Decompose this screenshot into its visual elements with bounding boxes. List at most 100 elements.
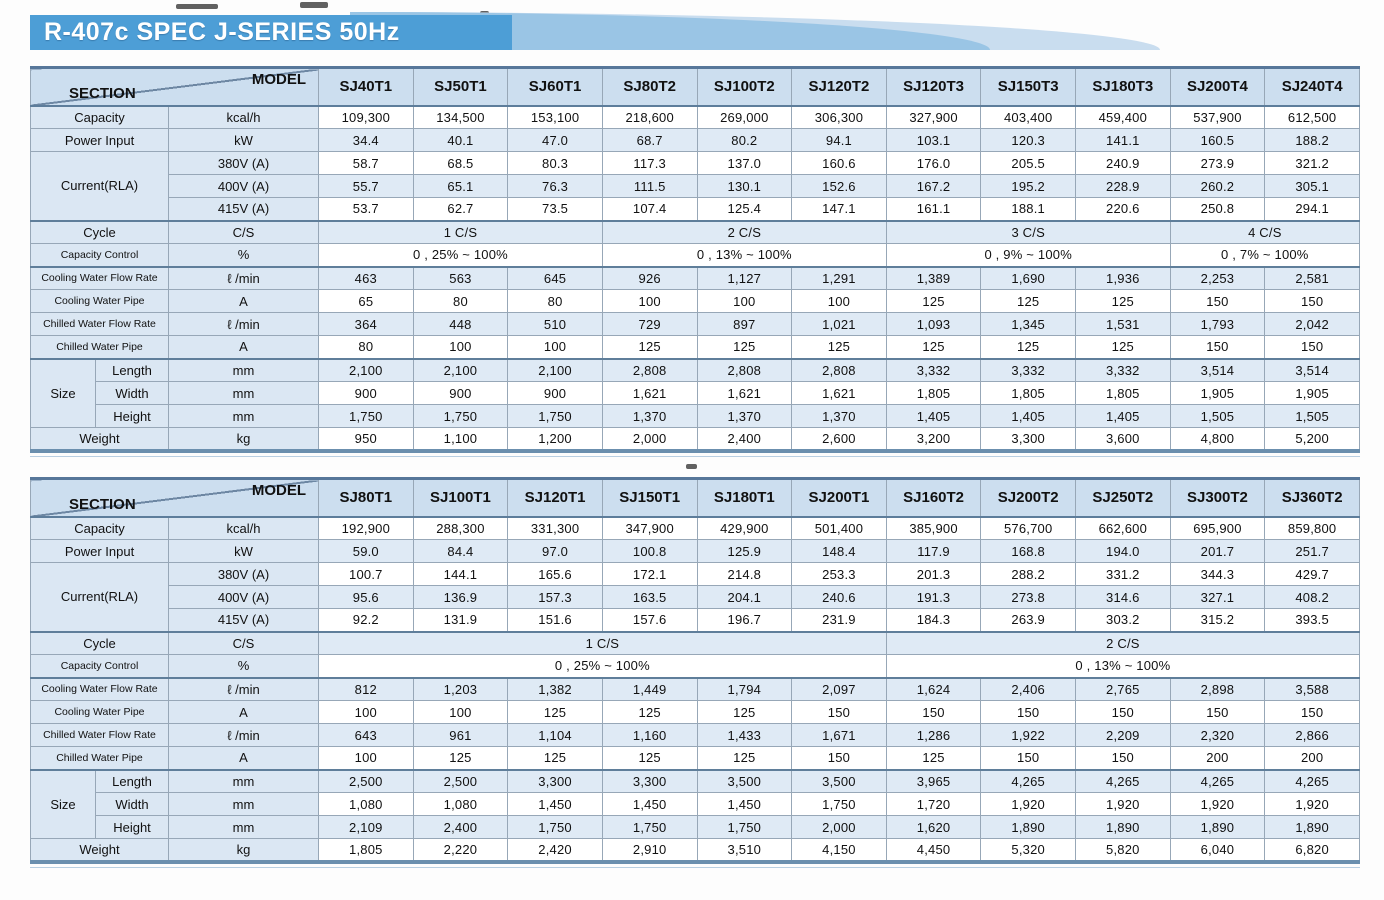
data-cell: 950	[318, 427, 414, 451]
data-cell: 1,080	[318, 792, 414, 816]
data-cell: 2,500	[318, 768, 414, 793]
data-cell: 1,750	[791, 792, 887, 816]
data-cell: 263.9	[980, 608, 1077, 632]
data-cell: 3,300	[601, 768, 698, 793]
model-header: SJ240T4	[1264, 67, 1360, 107]
unit-cell: A	[167, 746, 320, 770]
data-cell: 1,890	[1169, 815, 1266, 839]
data-cell: 1,370	[696, 404, 793, 428]
row-label: Cycle	[30, 630, 169, 655]
data-cell: 150	[791, 746, 887, 770]
data-cell: 196.7	[696, 608, 793, 632]
data-cell: 194.0	[1075, 539, 1171, 563]
data-cell: 200	[1169, 746, 1266, 770]
data-cell: 1,450	[696, 792, 793, 816]
data-cell: 1,621	[696, 381, 793, 405]
table-header-row: SECTION MODEL SJ80T1 SJ100T1 SJ120T1 SJ150T1 S…	[29, 478, 1360, 518]
data-cell: 34.4	[318, 128, 414, 152]
data-cell: 1,450	[507, 792, 603, 816]
model-header: SJ250T2	[1075, 478, 1171, 518]
data-cell: 612,500	[1264, 105, 1360, 129]
data-cell: 1,405	[885, 404, 982, 428]
data-cell: 288.2	[980, 562, 1077, 586]
data-cell: 107.4	[601, 197, 698, 221]
unit-cell: 380V (A)	[167, 562, 320, 586]
data-cell: 4,150	[791, 838, 887, 862]
data-cell: 157.3	[507, 585, 603, 609]
data-cell: 131.9	[412, 608, 509, 632]
data-cell: 4,265	[980, 768, 1077, 793]
data-cell: 1,382	[507, 676, 603, 701]
data-cell: 1,505	[1169, 404, 1266, 428]
data-cell: 303.2	[1075, 608, 1171, 632]
model-header: SJ50T1	[412, 67, 509, 107]
data-cell: 1,104	[507, 723, 603, 747]
data-cell: 537,900	[1169, 105, 1266, 129]
data-cell: 1,291	[791, 265, 887, 290]
data-cell: 100	[412, 700, 509, 724]
table-row: Cycle C/S 1 C/S 2 C/S 3 C/S 4 C/S	[30, 219, 1361, 244]
data-cell: 3,965	[885, 768, 982, 793]
data-cell: 1,286	[885, 723, 982, 747]
row-label: Cooling Water Pipe	[30, 700, 169, 724]
row-label: Chilled Water Pipe	[30, 746, 169, 770]
model-header: SJ80T2	[601, 67, 698, 107]
data-cell: 176.0	[885, 151, 982, 175]
data-cell: 2,253	[1169, 265, 1266, 290]
model-header: SJ100T2	[696, 67, 793, 107]
data-cell: 463	[318, 265, 414, 290]
data-cell: 2,500	[412, 768, 509, 793]
data-cell: 1,620	[885, 815, 982, 839]
data-cell: 900	[507, 381, 603, 405]
data-cell: 148.4	[791, 539, 887, 563]
scan-artifact	[686, 464, 697, 469]
data-cell: 1,449	[601, 676, 698, 701]
data-cell: 2,100	[412, 357, 509, 382]
data-cell: 4,450	[885, 838, 982, 862]
data-cell: 240.6	[791, 585, 887, 609]
data-cell: 251.7	[1264, 539, 1360, 563]
data-cell: 253.3	[791, 562, 887, 586]
unit-cell: 400V (A)	[167, 174, 320, 198]
data-cell: 5,820	[1075, 838, 1171, 862]
data-cell: 2,600	[791, 427, 887, 451]
table-row: Weight kg 950 1,100 1,200 2,000 2,400 2,600 3,20…	[30, 427, 1360, 451]
data-cell: 125	[601, 335, 698, 359]
data-cell: 1,905	[1169, 381, 1266, 405]
data-cell: 2,000	[601, 427, 698, 451]
data-cell: 58.7	[318, 151, 414, 175]
table-row: Weight kg 1,805 2,220 2,420 2,910 3,510 4,150 4,…	[30, 838, 1360, 862]
table-row: Size Length mm 2,100 2,100 2,100 2,808 2,808 2,8…	[30, 357, 1360, 428]
sub-row-label: Height	[95, 404, 169, 428]
data-cell: 900	[318, 381, 414, 405]
data-cell: 1,890	[1264, 815, 1360, 839]
data-cell: 2,866	[1264, 723, 1360, 747]
unit-cell: kg	[167, 838, 320, 862]
row-label: Current(RLA)	[30, 562, 169, 632]
data-cell: 95.6	[318, 585, 414, 609]
spec-table-2: SECTION MODEL SJ80T1 SJ100T1 SJ120T1 SJ150T1 S…	[29, 477, 1361, 868]
data-cell: 125	[791, 335, 887, 359]
data-cell: 645	[507, 265, 603, 290]
data-cell: 160.6	[791, 151, 887, 175]
data-cell: 1,389	[885, 265, 982, 290]
data-cell: 150	[1169, 335, 1266, 359]
data-cell: 1,127	[696, 265, 793, 290]
table-row: Width mm 1,080 1,080 1,450 1,450 1,450 1,750 1,7…	[31, 792, 1360, 816]
model-header: SJ200T4	[1169, 67, 1266, 107]
row-label: Weight	[30, 427, 169, 451]
data-cell: 331,300	[507, 516, 603, 540]
data-cell: 97.0	[507, 539, 603, 563]
data-cell: 859,800	[1264, 516, 1360, 540]
data-cell: 1,080	[412, 792, 509, 816]
data-cell: 3,500	[791, 768, 887, 793]
data-cell: 3,300	[980, 427, 1077, 451]
merged-data-cell: 0 , 9% ~ 100%	[885, 243, 1171, 267]
table-row: Height mm 1,750 1,750 1,750 1,370 1,370 1,370 1,…	[31, 404, 1360, 428]
data-cell: 1,405	[980, 404, 1077, 428]
data-cell: 150	[1264, 289, 1360, 313]
data-cell: 1,624	[885, 676, 982, 701]
unit-cell: ℓ /min	[167, 676, 320, 701]
unit-cell: mm	[167, 768, 320, 793]
